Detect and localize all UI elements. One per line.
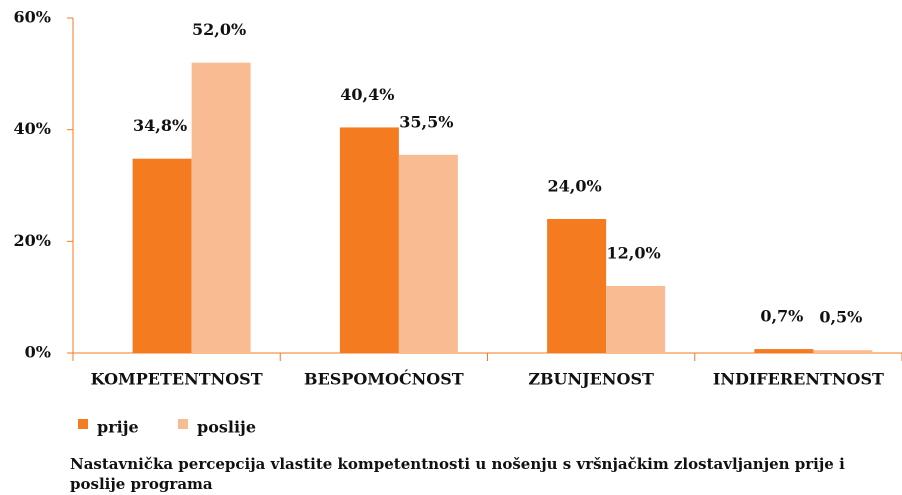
y-tick-label: 40% xyxy=(14,119,51,138)
data-label: 40,4% xyxy=(340,85,394,104)
legend-swatch xyxy=(178,419,188,429)
legend-swatch xyxy=(78,419,88,429)
x-tick-label: ZBUNJENOST xyxy=(528,370,654,389)
legend-label: prije xyxy=(97,418,139,437)
legend-label: poslije xyxy=(197,418,256,437)
bar xyxy=(754,349,814,353)
bar xyxy=(132,158,192,353)
bar xyxy=(813,350,873,353)
bar xyxy=(547,219,607,353)
x-tick-label: INDIFERENTNOST xyxy=(713,370,884,389)
data-label: 0,5% xyxy=(819,308,862,327)
x-tick-label: KOMPETENTNOST xyxy=(91,370,263,389)
chart-title: Nastavnička percepcija vlastite kompeten… xyxy=(70,455,845,493)
data-label: 52,0% xyxy=(192,20,246,39)
x-tick-label: BESPOMOĆNOST xyxy=(304,369,464,389)
data-label: 34,8% xyxy=(133,116,187,135)
y-tick-label: 20% xyxy=(14,231,51,250)
data-label: 35,5% xyxy=(399,112,453,131)
data-label: 12,0% xyxy=(607,244,661,263)
bar xyxy=(398,154,458,353)
bar xyxy=(606,286,666,353)
data-label: 24,0% xyxy=(548,177,602,196)
y-tick-label: 0% xyxy=(25,343,51,362)
chart: 0% 20% 40% 60% KOMPETENTNOST 34,8% 52,0% BESPOM… xyxy=(14,8,902,437)
data-label: 0,7% xyxy=(760,307,803,326)
bar xyxy=(191,62,251,354)
y-tick-label: 60% xyxy=(14,8,51,27)
bar xyxy=(339,127,399,353)
